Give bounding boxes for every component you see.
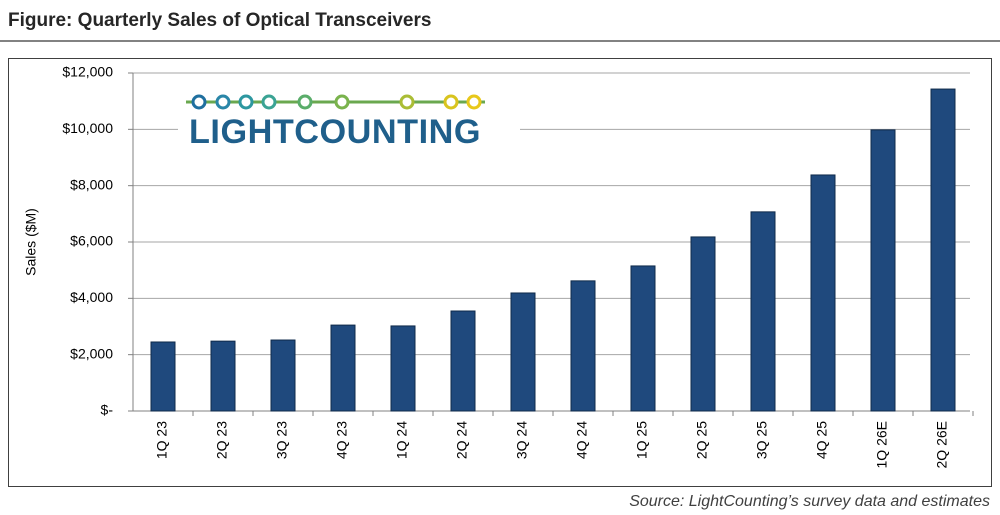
x-tick-label: 3Q 23 <box>274 421 290 459</box>
y-tick-label: $- <box>101 402 114 418</box>
y-tick-label: $2,000 <box>70 345 113 361</box>
chart-frame <box>8 58 992 487</box>
y-tick-label: $10,000 <box>62 120 113 136</box>
bar <box>270 339 296 412</box>
x-tick-label: 1Q 26E <box>874 421 890 468</box>
y-tick-label: $4,000 <box>70 289 113 305</box>
bar <box>750 211 776 412</box>
y-axis-title: Sales ($M) <box>23 208 39 276</box>
x-tick-label: 2Q 25 <box>694 421 710 459</box>
bar <box>930 88 956 412</box>
x-tick-label: 2Q 23 <box>214 421 230 459</box>
x-tick-label: 3Q 24 <box>514 421 530 459</box>
plot: $- $2,000 $4,000 $6,000 $8,000 $10,000 $12,000… <box>62 64 974 468</box>
x-tick-label: 4Q 23 <box>334 421 350 459</box>
bar <box>870 129 896 412</box>
x-tick-label: 1Q 23 <box>154 421 170 459</box>
x-tick-label: 4Q 25 <box>814 421 830 459</box>
bar <box>630 265 656 412</box>
x-tick-label: 1Q 25 <box>634 421 650 459</box>
x-tick-label: 3Q 25 <box>754 421 770 459</box>
chart-title: Figure: Quarterly Sales of Optical Trans… <box>8 10 431 31</box>
bar <box>810 174 836 412</box>
bar <box>210 340 236 412</box>
x-tick-label: 2Q 26E <box>934 421 950 468</box>
source-note: Source: LightCounting’s survey data and … <box>629 493 990 510</box>
bar <box>450 310 476 412</box>
logo-dots <box>191 94 482 110</box>
logo-text: LIGHTCOUNTING <box>189 113 481 151</box>
bar <box>330 324 356 412</box>
x-tick-label: 2Q 24 <box>454 421 470 459</box>
y-tick-label: $8,000 <box>70 176 113 192</box>
bar <box>690 236 716 412</box>
x-tick-label: 1Q 24 <box>394 421 410 459</box>
bar <box>390 325 416 412</box>
logo: LIGHTCOUNTING <box>178 88 520 154</box>
x-tick-label: 4Q 24 <box>574 421 590 459</box>
bar <box>570 280 596 412</box>
bar <box>510 292 536 412</box>
logo-background <box>178 88 520 154</box>
y-tick-label: $12,000 <box>62 64 113 80</box>
y-tick-label: $6,000 <box>70 233 113 249</box>
bar <box>150 341 176 412</box>
